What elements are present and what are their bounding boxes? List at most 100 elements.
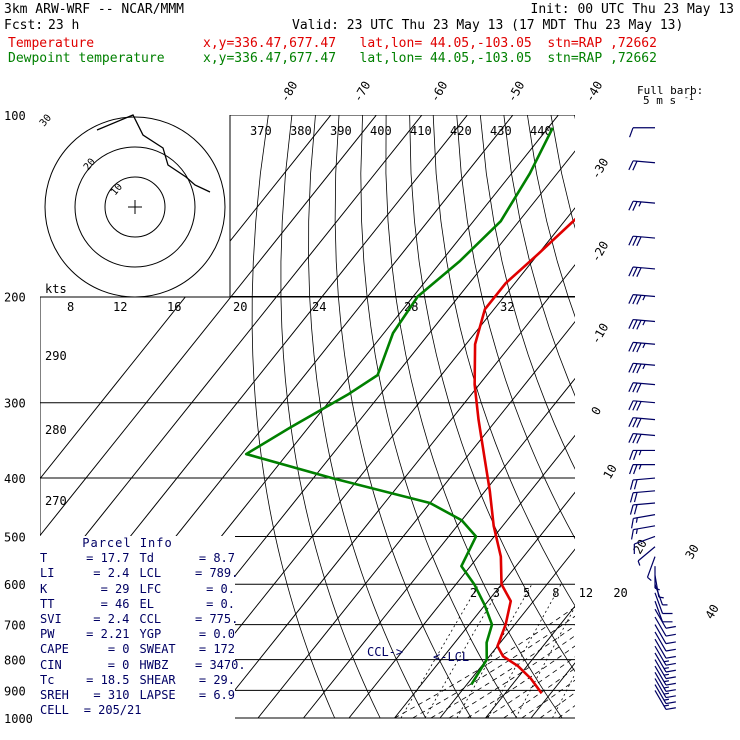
isotherm-line [40,115,332,480]
parcel-param-value: = 2.4 [93,566,130,581]
temperature-location: x,y=336.47,677.47 lat,lon= 44.05,-103.05… [203,36,657,51]
moist-adiabat [412,615,575,719]
pressure-tick-label: 700 [4,619,26,633]
wind-barb [628,362,656,374]
parcel-param-name: TT [40,596,55,611]
parcel-param-value: = 775. [195,612,239,627]
dry-adiabat [692,115,740,718]
mixing-ratio-line [515,606,575,719]
wind-barb [628,341,656,353]
theta-label: 370 [250,124,272,138]
pressure-tick-label: 900 [4,684,26,698]
dry-adiabat [432,115,575,607]
parcel-param-name: CELL [40,703,69,718]
theta-label-lower: 290 [45,349,67,363]
parcel-param-value: = 3470. [195,657,246,672]
moist-adiabat [595,297,740,718]
theta-label: 420 [450,124,472,138]
speed-label: 32 [500,300,514,314]
dry-adiabat [716,115,740,718]
parcel-param-name: LFC [139,581,162,596]
mixing-ratio-line [552,673,575,719]
isotherm-line [166,207,575,719]
isotherm-label: -10 [588,321,611,347]
isotherm-label: 30 [682,542,701,562]
hodograph-trace [96,114,211,193]
wind-barb [629,464,655,475]
parcel-info-panel: Parcel Info T = 17.7 Td = 8.7 LI = 2.4 LCL = 78… [40,536,246,732]
forecast-hour: 23 h [48,18,80,33]
dewpoint-location: x,y=336.47,677.47 lat,lon= 44.05,-103.05… [203,51,657,66]
theta-label-lower: 280 [45,423,67,437]
parcel-param-name: Td [139,551,154,566]
valid-time: Valid: 23 UTC Thu 23 May 13 (17 MDT Thu … [292,18,684,33]
theta-label: 400 [370,124,392,138]
wind-barb [630,514,656,529]
wind-barb [654,624,676,645]
wind-barb [629,502,656,515]
dry-adiabat [550,115,575,229]
parcel-param-name [130,703,196,718]
moist-adiabat [521,679,575,719]
mixing-ratio-line [456,584,533,719]
isotherm-label: 40 [702,602,721,622]
wind-barb [654,665,676,686]
parcel-param-value: = 0 [107,642,130,657]
dry-adiabat [385,115,563,719]
parcel-param-name: CAPE [40,642,69,657]
parcel-info-row: T = 17.7 Td = 8.7 [40,551,235,566]
isotherm-label: 0 [588,404,604,417]
dry-adiabat [456,115,575,540]
isotherm-label: -40 [582,79,605,105]
wind-barb [628,200,656,211]
wind-barb [654,690,676,711]
dry-adiabat [251,115,336,719]
mixing-ratio-label: 12 [579,586,593,600]
dewpoint-curve [244,127,554,686]
parcel-param-value [195,703,235,718]
wind-barb [629,477,656,490]
temperature-curve [473,217,575,695]
hodograph-ring [74,146,196,268]
isotherm-label: -70 [350,79,373,105]
wind-barb [654,659,676,680]
parcel-param-name: YGP [139,627,162,642]
isotherm-label: -60 [427,79,450,105]
wind-barb [633,535,656,555]
parcel-param-value: = 6.9 [198,688,235,703]
wind-legend-superscript: -1 [684,93,694,102]
wind-barb [654,684,676,705]
wind-barb [654,584,668,606]
dry-adiabat [308,115,427,719]
wind-barb [628,294,656,305]
wind-barb [628,318,656,330]
parcel-param-value: = 0 [107,657,130,672]
theta-label-lower: 270 [45,494,67,508]
dry-adiabat [334,115,472,719]
speed-label: 12 [113,300,127,314]
wind-barb [654,608,676,629]
parcel-param-name: Tc [40,672,55,687]
parcel-info-row: SREH = 310 LAPSE = 6.9 [40,688,235,703]
wind-barb [654,592,673,615]
wind-barb [654,631,676,652]
parcel-param-name: EL [139,596,154,611]
isotherm-line [40,115,423,594]
theta-label: 410 [410,124,432,138]
isotherm-line [40,115,377,537]
pressure-tick-label: 200 [4,291,26,305]
theta-label: 430 [490,124,512,138]
dry-adiabat [669,115,740,718]
pressure-tick-label: 500 [4,530,26,544]
moist-adiabat [539,692,575,719]
wind-barb [628,400,656,411]
dewpoint-legend: Dewpoint temperature [8,51,165,66]
parcel-param-value: = 310 [93,688,130,703]
wind-barb [628,160,656,171]
speed-label: 8 [67,300,74,314]
isotherm-line [212,264,575,719]
lcl-marker: <-LCL [433,650,469,664]
wind-barb [629,449,655,461]
parcel-info-row: CIN = 0 HWBZ = 3470. [40,657,246,673]
